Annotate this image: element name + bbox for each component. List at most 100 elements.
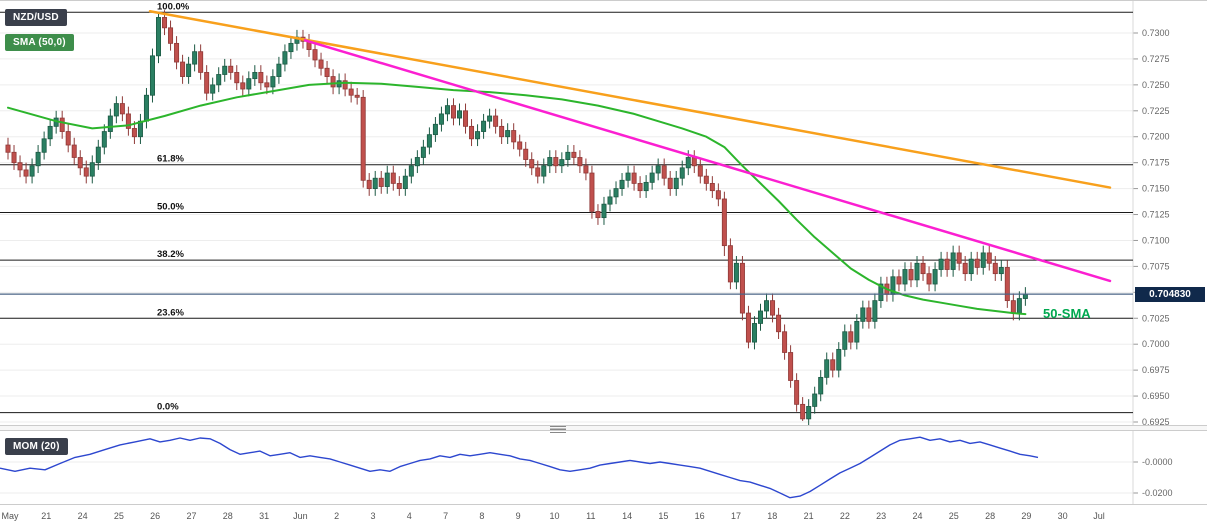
candle-body [438, 113, 444, 125]
candle-body [992, 262, 998, 275]
candle-body [980, 252, 986, 268]
candle-body [896, 276, 902, 285]
candle-body [71, 144, 77, 158]
candle-body [65, 131, 71, 146]
candle-body [727, 245, 733, 283]
candle-body [878, 283, 884, 302]
candle-body [348, 88, 354, 96]
candle-body [222, 65, 228, 75]
date-tick-label: 11 [586, 511, 596, 521]
date-tick-label: 27 [186, 511, 197, 521]
fib-level-label: 50.0% [157, 201, 184, 212]
candle-body [240, 82, 246, 90]
fib-level-label: 23.6% [157, 307, 184, 318]
candle-body [1016, 298, 1022, 314]
symbol-badge[interactable]: NZD/USD [5, 9, 67, 26]
candle-body [216, 74, 222, 86]
candle-body [842, 331, 848, 350]
price-axis-label: 0.7000 [1142, 339, 1170, 349]
candle-body [625, 172, 631, 181]
date-tick-label: 31 [259, 511, 270, 521]
date-axis[interactable]: May 21 24 25 26 27 28 31 Jun 2 3 4 7 8 9 10 11 14 15 16 17 18… [0, 504, 1207, 526]
candle-body [17, 162, 23, 171]
date-tick-label: 28 [985, 511, 996, 521]
candle-body [770, 300, 776, 316]
candle-body [715, 190, 721, 200]
date-tick-label: 21 [41, 511, 52, 521]
candle-body [547, 157, 553, 167]
candle-body [932, 269, 938, 285]
candle-body [95, 146, 101, 164]
candle-body [396, 183, 402, 189]
candle-body [11, 151, 17, 164]
candle-body [902, 269, 908, 285]
candle-body [685, 157, 691, 169]
candle-body [366, 179, 372, 189]
date-tick-label: 10 [549, 511, 560, 521]
sma-line [7, 81, 1027, 316]
momentum-chart-canvas[interactable]: -0.0000 -0.0200 [0, 431, 1207, 504]
candle-body [541, 165, 547, 177]
panel-splitter[interactable] [0, 425, 1207, 433]
candle-body [505, 130, 511, 138]
date-tick-label: 21 [803, 511, 814, 521]
candle-body [661, 165, 667, 179]
panel-resize-handle-icon[interactable] [550, 426, 566, 433]
candle-body [276, 63, 282, 77]
candle-body [481, 120, 487, 132]
candle-body [968, 258, 974, 275]
candle-body [1010, 300, 1016, 314]
candle-body [499, 125, 505, 138]
candle-body [59, 117, 65, 132]
candle-body [342, 80, 348, 90]
candle-body [938, 258, 944, 270]
candle-body [559, 159, 565, 167]
candle-body [198, 51, 204, 73]
candle-body [463, 110, 469, 127]
candle-body [475, 131, 481, 140]
candle-body [432, 123, 438, 136]
candle-body [408, 165, 414, 177]
candle-body [974, 258, 980, 268]
date-tick-label: 22 [839, 511, 850, 521]
candle-body [372, 177, 378, 189]
price-axis-label: 0.7225 [1142, 106, 1170, 116]
candle-body [836, 348, 842, 371]
candle-body [848, 331, 854, 343]
candle-body [788, 352, 794, 381]
candle-body [330, 76, 336, 88]
candle-body [601, 203, 607, 219]
date-tick-label: May [1, 511, 19, 521]
price-chart-canvas[interactable]: 0.7300 0.7275 0.7250 0.7225 0.7200 0.7175 0.71… [0, 1, 1207, 425]
candle-body [426, 134, 432, 148]
date-tick-label: 7 [443, 511, 449, 521]
sma-indicator-badge[interactable]: SMA (50,0) [5, 34, 74, 51]
candle-body [312, 49, 318, 61]
date-tick-label: Jun [293, 511, 308, 521]
candle-body [764, 300, 770, 312]
candle-body [697, 165, 703, 177]
candle-body [125, 113, 131, 129]
candle-body [47, 125, 53, 140]
candle-body [631, 172, 637, 184]
candle-body [818, 376, 824, 395]
candle-body [390, 172, 396, 184]
candle-body [607, 196, 613, 205]
candle-body [655, 165, 661, 174]
momentum-indicator-badge[interactable]: MOM (20) [5, 438, 68, 455]
candle-body [571, 151, 577, 158]
candle-body [523, 148, 529, 160]
price-axis-label: 0.7275 [1142, 54, 1170, 64]
price-axis-label: 0.6950 [1142, 391, 1170, 401]
candle-body [180, 61, 186, 77]
candle-body [962, 262, 968, 275]
candle-body [210, 84, 216, 94]
date-tick-label: 14 [622, 511, 633, 521]
candle-body [854, 320, 860, 343]
date-tick-label: 3 [370, 511, 376, 521]
price-axis-label: 0.7200 [1142, 132, 1170, 142]
candle-body [29, 165, 35, 177]
candle-body [956, 252, 962, 264]
candle-body [776, 314, 782, 333]
candle-body [107, 115, 113, 132]
